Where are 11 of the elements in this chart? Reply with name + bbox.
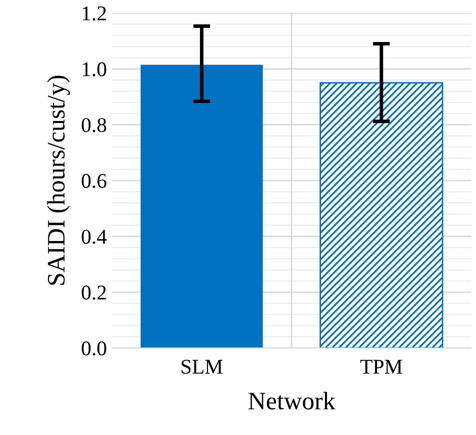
x-axis-title: Network (248, 392, 336, 410)
y-tick-label: 0.8 (82, 118, 106, 132)
y-tick-label: 0.6 (82, 174, 106, 188)
y-tick-label: 1.0 (82, 62, 106, 76)
y-tick-label: 0.4 (82, 230, 107, 244)
y-tick-label: 0.2 (82, 286, 106, 300)
x-tick-label: SLM (182, 360, 223, 374)
y-tick-label: 0.0 (82, 341, 106, 356)
y-tick-label: 1.2 (82, 6, 106, 21)
x-tick-label: TPM (360, 360, 402, 374)
y-axis-title: SAIDI (hours/cust/y) (47, 76, 70, 285)
